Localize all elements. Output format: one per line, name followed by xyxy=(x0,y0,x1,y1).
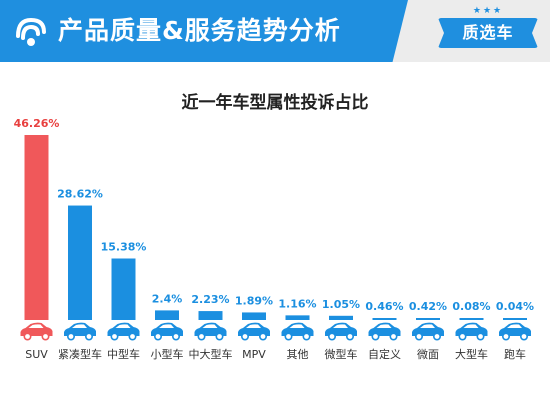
value-label: 46.26% xyxy=(14,117,60,130)
category-label: SUV xyxy=(25,348,48,361)
car-icon xyxy=(238,322,270,341)
value-label: 0.46% xyxy=(365,300,403,313)
header-title: 产品质量&服务趋势分析 xyxy=(58,16,341,45)
bar xyxy=(242,312,266,320)
bar xyxy=(503,318,527,320)
category-label: 其他 xyxy=(287,348,309,361)
badge-ribbon xyxy=(438,18,538,48)
category-label: 微型车 xyxy=(325,347,358,361)
bar xyxy=(111,258,136,320)
value-label: 1.16% xyxy=(278,297,316,310)
car-icon xyxy=(64,322,96,341)
value-label: 0.04% xyxy=(496,300,534,313)
bar xyxy=(372,318,397,320)
bar xyxy=(416,318,440,320)
value-label: 15.38% xyxy=(101,240,147,253)
bar xyxy=(459,318,484,320)
car-icon xyxy=(194,322,227,341)
car-icon xyxy=(499,322,531,341)
badge: ★★★ 质选车 xyxy=(436,6,540,54)
value-label: 0.08% xyxy=(452,300,490,313)
category-label: 跑车 xyxy=(504,347,526,361)
bar xyxy=(24,135,49,320)
category-label: 微面 xyxy=(417,347,439,361)
car-icon xyxy=(412,322,444,341)
category-label: 中型车 xyxy=(107,347,140,361)
category-label: MPV xyxy=(242,348,266,361)
value-label: 28.62% xyxy=(57,188,103,201)
car-icon xyxy=(20,322,53,341)
bar xyxy=(198,311,223,320)
bar xyxy=(329,315,353,320)
value-label: 2.4% xyxy=(152,292,183,305)
category-label: 小型车 xyxy=(151,347,184,361)
car-icon xyxy=(107,322,140,341)
car-icon xyxy=(325,322,357,341)
header-banner: 产品质量&服务趋势分析 ★★★ 质选车 xyxy=(0,0,550,62)
category-label: 大型车 xyxy=(455,347,488,361)
bar xyxy=(285,315,310,320)
car-icon xyxy=(455,322,488,341)
value-label: 2.23% xyxy=(191,293,229,306)
car-icon xyxy=(368,322,401,341)
value-label: 1.05% xyxy=(322,298,360,311)
bar xyxy=(68,205,92,320)
value-label: 1.89% xyxy=(235,294,273,307)
brand-logo-icon xyxy=(16,17,46,46)
category-label: 自定义 xyxy=(368,347,401,361)
badge-stars: ★★★ xyxy=(472,6,504,16)
chart-title: 近一年车型属性投诉占比 xyxy=(181,93,369,113)
car-icon xyxy=(281,322,314,341)
value-label: 0.42% xyxy=(409,300,447,313)
bar xyxy=(155,310,179,320)
car-icon xyxy=(151,322,183,341)
category-label: 中大型车 xyxy=(189,347,233,361)
badge-label: 质选车 xyxy=(462,23,514,42)
category-label: 紧凑型车 xyxy=(58,347,102,361)
